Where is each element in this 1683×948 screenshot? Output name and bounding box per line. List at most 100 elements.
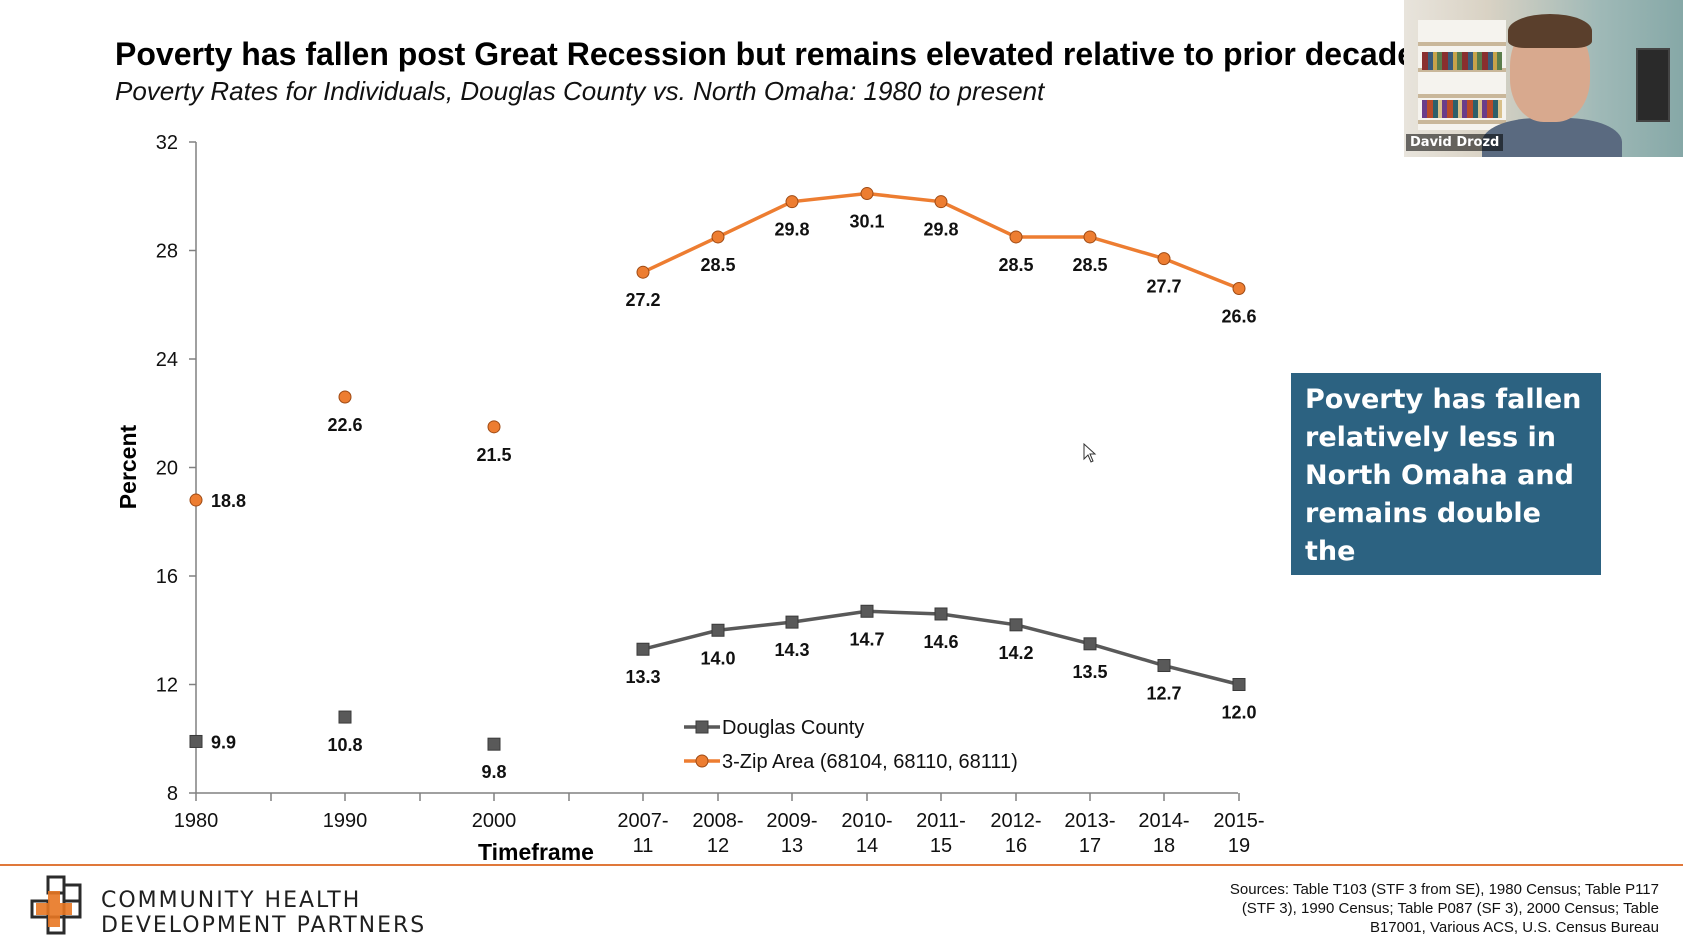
- callout-line: Poverty has fallen: [1305, 384, 1582, 415]
- y-axis-title: Percent: [115, 424, 141, 509]
- callout-line: relatively less in: [1305, 422, 1557, 453]
- three-zip-area-data-label: 29.8: [774, 220, 809, 240]
- slide-title: Poverty has fallen post Great Recession …: [115, 36, 1416, 72]
- three-zip-area-point: [1009, 230, 1023, 244]
- y-tick-label: 32: [156, 132, 178, 154]
- douglas-county-point: [1009, 618, 1023, 632]
- douglas-county-data-label: 14.3: [774, 640, 809, 660]
- x-tick-label: 11: [633, 835, 654, 857]
- x-tick-label: 2012-: [990, 810, 1041, 832]
- y-tick-label: 24: [156, 349, 178, 371]
- three-zip-area-data-label: 28.5: [998, 255, 1033, 275]
- y-tick-label: 16: [156, 566, 178, 588]
- x-tick-label: 1990: [323, 810, 368, 832]
- three-zip-area-point: [1232, 281, 1246, 295]
- three-zip-area-data-label: 26.6: [1221, 306, 1256, 326]
- books-image: [1422, 52, 1502, 70]
- participant-name-tag: David Drozd: [1406, 134, 1504, 151]
- douglas-county-point: [860, 604, 874, 618]
- douglas-county-data-label: 9.9: [211, 732, 236, 752]
- slide-subtitle: Poverty Rates for Individuals, Douglas C…: [115, 76, 1045, 106]
- three-zip-area-data-label: 18.8: [211, 491, 246, 511]
- three-zip-area-data-label: 28.5: [700, 255, 735, 275]
- x-tick-label: 2015-: [1213, 810, 1264, 832]
- x-tick-label: 1980: [174, 810, 219, 832]
- three-zip-area-point: [934, 195, 948, 209]
- x-tick-label: 18: [1153, 835, 1175, 857]
- x-tick-label: 12: [707, 835, 729, 857]
- callout-line: remains double the: [1305, 498, 1541, 567]
- poverty-chart: 8 12 16 20 24 28 32 1980 1990 2000 2007- 11 2008- 12 2…: [115, 132, 1265, 865]
- x-tick-label: 15: [930, 835, 952, 857]
- douglas-county-point: [487, 737, 501, 751]
- mouse-cursor-icon: [1083, 443, 1097, 463]
- three-zip-area-point: [785, 195, 799, 209]
- douglas-county-point: [711, 623, 725, 637]
- chdp-logo-icon: [30, 875, 82, 935]
- douglas-county-point: [1157, 659, 1171, 673]
- three-zip-area-data-label: 29.8: [923, 220, 958, 240]
- x-tick-label: 16: [1005, 835, 1027, 857]
- x-tick-label: 2008-: [692, 810, 743, 832]
- three-zip-area-point: [1157, 252, 1171, 266]
- callout-box: Poverty has fallen relatively less in No…: [1291, 373, 1601, 605]
- three-zip-area-data-label: 27.2: [625, 290, 660, 310]
- x-tick-label: 2007-: [617, 810, 668, 832]
- x-tick-label: 19: [1228, 835, 1250, 857]
- douglas-county-point: [1232, 678, 1246, 691]
- x-axis-title: Timeframe: [478, 839, 594, 865]
- x-tick-label: 2009-: [766, 810, 817, 832]
- douglas-county-point: [189, 734, 203, 748]
- legend-label: Douglas County: [722, 717, 864, 739]
- douglas-county-data-label: 13.3: [625, 667, 660, 687]
- three-zip-area-data-label: 22.6: [327, 415, 362, 435]
- books-image: [1422, 100, 1502, 118]
- x-tick-label: 2000: [472, 810, 517, 832]
- x-tick-label: 13: [781, 835, 803, 857]
- legend-swatch-marker: [695, 720, 709, 734]
- douglas-county-data-label: 12.0: [1221, 703, 1256, 723]
- x-tick-label: 2013-: [1064, 810, 1115, 832]
- y-tick-label: 8: [167, 783, 178, 805]
- three-zip-area-point: [338, 390, 352, 404]
- douglas-county-point: [785, 615, 799, 629]
- three-zip-area-point: [189, 493, 203, 507]
- three-zip-area-point: [487, 420, 501, 434]
- y-tick-label: 28: [156, 241, 178, 263]
- wall-frame-image: [1636, 48, 1670, 122]
- douglas-county-data-label: 9.8: [481, 762, 506, 782]
- y-tick-label: 20: [156, 458, 178, 480]
- douglas-county-data-label: 14.7: [849, 629, 884, 649]
- three-zip-area-point: [1083, 230, 1097, 244]
- participant-hair-image: [1508, 14, 1592, 48]
- douglas-county-data-label: 12.7: [1146, 684, 1181, 704]
- x-tick-label: 2010-: [841, 810, 892, 832]
- org-name-line1: COMMUNITY HEALTH: [101, 888, 362, 913]
- three-zip-area-data-label: 30.1: [849, 212, 884, 232]
- legend-label: 3-Zip Area (68104, 68110, 68111): [722, 751, 1018, 773]
- douglas-county-data-label: 14.6: [923, 632, 958, 652]
- three-zip-area-data-label: 28.5: [1072, 255, 1107, 275]
- douglas-county-point: [1083, 637, 1097, 651]
- x-tick-label: 14: [856, 835, 878, 857]
- callout-line: county average.: [1305, 574, 1552, 605]
- legend-swatch-marker: [695, 754, 709, 768]
- callout-line: North Omaha and: [1305, 460, 1574, 491]
- three-zip-area-data-label: 21.5: [476, 445, 511, 465]
- douglas-county-data-label: 14.2: [998, 643, 1033, 663]
- douglas-county-data-label: 10.8: [327, 735, 362, 755]
- participant-video-tile[interactable]: David Drozd: [1404, 0, 1683, 157]
- sources-note: Sources: Table T103 (STF 3 from SE), 198…: [1229, 881, 1659, 936]
- footer-divider: [0, 864, 1683, 866]
- douglas-county-point: [338, 710, 352, 724]
- douglas-county-point: [934, 607, 948, 621]
- douglas-county-data-label: 14.0: [700, 648, 735, 668]
- three-zip-area-point: [636, 265, 650, 279]
- x-tick-label: 2014-: [1138, 810, 1189, 832]
- participant-body-image: [1482, 118, 1622, 157]
- douglas-county-point: [636, 642, 650, 656]
- org-name-line2: DEVELOPMENT PARTNERS: [101, 913, 427, 938]
- douglas-county-data-label: 13.5: [1072, 662, 1107, 682]
- three-zip-area-point: [711, 230, 725, 244]
- x-tick-label: 17: [1079, 835, 1101, 857]
